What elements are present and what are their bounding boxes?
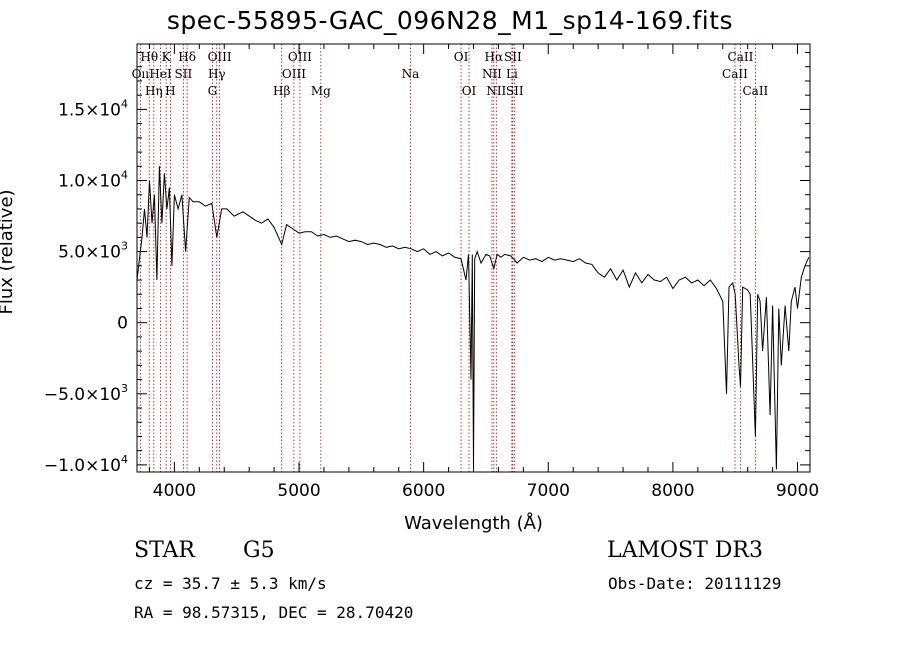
y-tick-label: −5.0×103 (44, 382, 128, 405)
y-tick-label: 1.0×104 (58, 169, 128, 192)
line-marker-label: SII (175, 67, 193, 81)
line-marker-label: NII (482, 67, 502, 81)
survey-name: LAMOST DR3 (607, 538, 763, 563)
line-marker-label: CaII (742, 84, 768, 98)
x-tick-label: 4000 (153, 481, 196, 501)
line-marker-label: OIII (208, 50, 232, 64)
line-marker-label: H (165, 84, 175, 98)
line-marker-label: Hα (485, 50, 504, 64)
x-tick-label: 8000 (651, 481, 694, 501)
line-marker-label: CaII (722, 67, 748, 81)
line-marker-label: Hδ (178, 50, 196, 64)
y-axis-label: Flux (relative) (0, 189, 17, 314)
line-marker-label: SII (504, 50, 522, 64)
line-marker-label: OI (454, 50, 469, 64)
line-marker-label: OIII (282, 67, 306, 81)
y-tick-label: 1.5×104 (58, 97, 128, 120)
redshift-text: cz = 35.7 ± 5.3 km/s (134, 574, 327, 593)
line-marker-label: Mg (311, 84, 331, 98)
line-marker-label: OI (462, 84, 477, 98)
chart-title: spec-55895-GAC_096N28_M1_sp14-169.fits (166, 6, 734, 35)
y-tick-label: 0 (117, 314, 128, 334)
line-marker-label: Na (402, 67, 420, 81)
line-marker-label: SII (506, 84, 524, 98)
y-tick-label: 5.0×103 (58, 240, 128, 263)
line-marker-label: HeI (149, 67, 172, 81)
line-marker-label: G (208, 84, 218, 98)
obs-date: Obs-Date: 20111129 (608, 574, 782, 593)
x-axis-label: Wavelength (Å) (404, 512, 543, 534)
line-marker-label: CaII (728, 50, 754, 64)
coordinates: RA = 98.57315, DEC = 28.70420 (134, 603, 414, 622)
line-marker-label: Oıı (132, 67, 150, 81)
x-tick-label: 7000 (527, 481, 570, 501)
spectrum-line (136, 166, 810, 470)
line-marker-label: NII (486, 84, 506, 98)
line-marker-label: Hθ (140, 50, 158, 64)
y-tick-label: −1.0×104 (44, 453, 128, 476)
x-tick-label: 6000 (402, 481, 445, 501)
object-subclass: G5 (243, 538, 275, 563)
line-marker-label: OIII (288, 50, 312, 64)
object-class: STAR (134, 538, 195, 563)
line-marker-label: K (162, 50, 172, 64)
line-marker-label: Li (506, 67, 518, 81)
line-marker-label: Hγ (208, 67, 226, 81)
x-tick-label: 9000 (776, 481, 819, 501)
line-marker-label: Hβ (273, 84, 290, 98)
x-tick-label: 5000 (277, 481, 320, 501)
line-marker-label: Hη (145, 84, 163, 98)
